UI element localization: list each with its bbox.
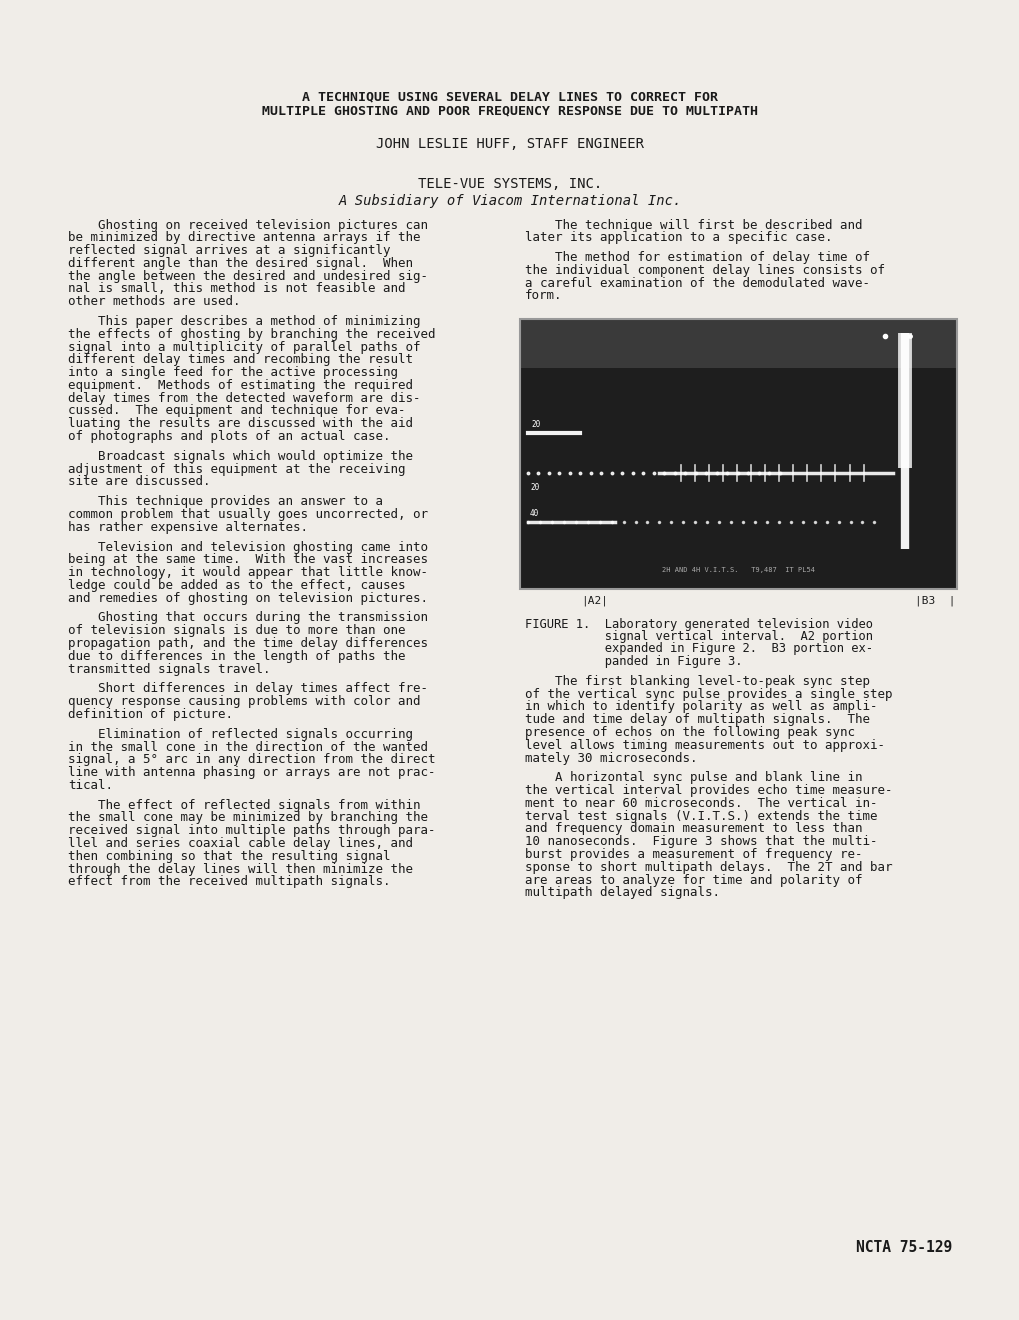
Text: different angle than the desired signal.  When: different angle than the desired signal.…: [68, 257, 413, 269]
Text: line with antenna phasing or arrays are not prac-: line with antenna phasing or arrays are …: [68, 766, 435, 779]
Text: delay times from the detected waveform are dis-: delay times from the detected waveform a…: [68, 392, 420, 405]
Text: ment to near 60 microseconds.  The vertical in-: ment to near 60 microseconds. The vertic…: [525, 797, 876, 810]
Text: 2H AND 4H V.I.T.S.   T9,487  IT PL54: 2H AND 4H V.I.T.S. T9,487 IT PL54: [661, 568, 814, 573]
Text: the angle between the desired and undesired sig-: the angle between the desired and undesi…: [68, 269, 428, 282]
Text: has rather expensive alternates.: has rather expensive alternates.: [68, 521, 308, 533]
Text: The first blanking level-to-peak sync step: The first blanking level-to-peak sync st…: [525, 675, 869, 688]
Text: the small cone may be minimized by branching the: the small cone may be minimized by branc…: [68, 812, 428, 825]
Text: A horizontal sync pulse and blank line in: A horizontal sync pulse and blank line i…: [525, 771, 862, 784]
Text: later its application to a specific case.: later its application to a specific case…: [525, 231, 832, 244]
Bar: [520, 319, 956, 590]
Text: terval test signals (V.I.T.S.) extends the time: terval test signals (V.I.T.S.) extends t…: [525, 809, 876, 822]
Text: of the vertical sync pulse provides a single step: of the vertical sync pulse provides a si…: [525, 688, 892, 701]
Text: 20: 20: [530, 483, 539, 492]
Bar: [520, 319, 956, 368]
Text: then combining so that the resulting signal: then combining so that the resulting sig…: [68, 850, 390, 863]
Text: of television signals is due to more than one: of television signals is due to more tha…: [68, 624, 406, 638]
Text: luating the results are discussed with the aid: luating the results are discussed with t…: [68, 417, 413, 430]
Text: in technology, it would appear that little know-: in technology, it would appear that litt…: [68, 566, 428, 579]
Text: sponse to short multipath delays.  The 2T and bar: sponse to short multipath delays. The 2T…: [525, 861, 892, 874]
Text: TELE-VUE SYSTEMS, INC.: TELE-VUE SYSTEMS, INC.: [418, 177, 601, 191]
Text: signal vertical interval.  A2 portion: signal vertical interval. A2 portion: [525, 630, 872, 643]
Text: mately 30 microseconds.: mately 30 microseconds.: [525, 751, 697, 764]
Text: Elimination of reflected signals occurring: Elimination of reflected signals occurri…: [68, 727, 413, 741]
Text: MULTIPLE GHOSTING AND POOR FREQUENCY RESPONSE DUE TO MULTIPATH: MULTIPLE GHOSTING AND POOR FREQUENCY RES…: [262, 104, 757, 117]
Text: expanded in Figure 2.  B3 portion ex-: expanded in Figure 2. B3 portion ex-: [525, 643, 872, 655]
Text: This paper describes a method of minimizing: This paper describes a method of minimiz…: [68, 315, 420, 327]
Text: signal, a 5° arc in any direction from the direct: signal, a 5° arc in any direction from t…: [68, 754, 435, 767]
Text: and remedies of ghosting on television pictures.: and remedies of ghosting on television p…: [68, 591, 428, 605]
Text: received signal into multiple paths through para-: received signal into multiple paths thro…: [68, 824, 435, 837]
Text: multipath delayed signals.: multipath delayed signals.: [525, 886, 719, 899]
Bar: [520, 319, 956, 590]
Text: due to differences in the length of paths the: due to differences in the length of path…: [68, 649, 406, 663]
Text: The method for estimation of delay time of: The method for estimation of delay time …: [525, 251, 869, 264]
Text: adjustment of this equipment at the receiving: adjustment of this equipment at the rece…: [68, 462, 406, 475]
Text: other methods are used.: other methods are used.: [68, 296, 240, 308]
Text: different delay times and recombing the result: different delay times and recombing the …: [68, 354, 413, 367]
Text: 10 nanoseconds.  Figure 3 shows that the multi-: 10 nanoseconds. Figure 3 shows that the …: [525, 836, 876, 849]
Text: cussed.  The equipment and technique for eva-: cussed. The equipment and technique for …: [68, 404, 406, 417]
Text: tude and time delay of multipath signals.  The: tude and time delay of multipath signals…: [525, 713, 869, 726]
Text: the effects of ghosting by branching the received: the effects of ghosting by branching the…: [68, 327, 435, 341]
Text: transmitted signals travel.: transmitted signals travel.: [68, 663, 270, 676]
Text: the vertical interval provides echo time measure-: the vertical interval provides echo time…: [525, 784, 892, 797]
Text: being at the same time.  With the vast increases: being at the same time. With the vast in…: [68, 553, 428, 566]
Text: A Subsidiary of Viacom International Inc.: A Subsidiary of Viacom International Inc…: [338, 194, 681, 207]
Text: into a single feed for the active processing: into a single feed for the active proces…: [68, 366, 397, 379]
Text: ledge could be added as to the effect, causes: ledge could be added as to the effect, c…: [68, 579, 406, 591]
Text: A TECHNIQUE USING SEVERAL DELAY LINES TO CORRECT FOR: A TECHNIQUE USING SEVERAL DELAY LINES TO…: [302, 90, 717, 103]
Text: The technique will first be described and: The technique will first be described an…: [525, 219, 862, 231]
Text: definition of picture.: definition of picture.: [68, 708, 232, 721]
Text: |B3  |: |B3 |: [914, 595, 955, 606]
Text: quency response causing problems with color and: quency response causing problems with co…: [68, 696, 420, 709]
Text: through the delay lines will then minimize the: through the delay lines will then minimi…: [68, 862, 413, 875]
Text: FIGURE 1.  Laboratory generated television video: FIGURE 1. Laboratory generated televisio…: [525, 618, 872, 631]
Text: of photographs and plots of an actual case.: of photographs and plots of an actual ca…: [68, 430, 390, 444]
Text: are areas to analyze for time and polarity of: are areas to analyze for time and polari…: [525, 874, 862, 887]
Text: JOHN LESLIE HUFF, STAFF ENGINEER: JOHN LESLIE HUFF, STAFF ENGINEER: [376, 137, 643, 152]
Text: 40: 40: [530, 510, 539, 517]
Text: Ghosting that occurs during the transmission: Ghosting that occurs during the transmis…: [68, 611, 428, 624]
Text: common problem that usually goes uncorrected, or: common problem that usually goes uncorre…: [68, 508, 428, 521]
Text: The effect of reflected signals from within: The effect of reflected signals from wit…: [68, 799, 420, 812]
Text: burst provides a measurement of frequency re-: burst provides a measurement of frequenc…: [525, 847, 862, 861]
Text: propagation path, and the time delay differences: propagation path, and the time delay dif…: [68, 638, 428, 649]
Text: in which to identify polarity as well as ampli-: in which to identify polarity as well as…: [525, 701, 876, 713]
Text: |A2|: |A2|: [580, 595, 607, 606]
Text: and frequency domain measurement to less than: and frequency domain measurement to less…: [525, 822, 862, 836]
Text: NCTA 75-129: NCTA 75-129: [855, 1239, 951, 1255]
Text: equipment.  Methods of estimating the required: equipment. Methods of estimating the req…: [68, 379, 413, 392]
Text: tical.: tical.: [68, 779, 113, 792]
Text: be minimized by directive antenna arrays if the: be minimized by directive antenna arrays…: [68, 231, 420, 244]
Text: This technique provides an answer to a: This technique provides an answer to a: [68, 495, 382, 508]
Text: Ghosting on received television pictures can: Ghosting on received television pictures…: [68, 219, 428, 231]
Text: signal into a multiplicity of parallel paths of: signal into a multiplicity of parallel p…: [68, 341, 420, 354]
Text: Short differences in delay times affect fre-: Short differences in delay times affect …: [68, 682, 428, 696]
Text: reflected signal arrives at a significantly: reflected signal arrives at a significan…: [68, 244, 390, 257]
Text: in the small cone in the direction of the wanted: in the small cone in the direction of th…: [68, 741, 428, 754]
Text: effect from the received multipath signals.: effect from the received multipath signa…: [68, 875, 390, 888]
Text: panded in Figure 3.: panded in Figure 3.: [525, 655, 742, 668]
Text: form.: form.: [525, 289, 561, 302]
Text: a careful examination of the demodulated wave-: a careful examination of the demodulated…: [525, 277, 869, 289]
Text: Broadcast signals which would optimize the: Broadcast signals which would optimize t…: [68, 450, 413, 463]
Text: presence of echos on the following peak sync: presence of echos on the following peak …: [525, 726, 854, 739]
Text: level allows timing measurements out to approxi-: level allows timing measurements out to …: [525, 739, 884, 751]
Text: site are discussed.: site are discussed.: [68, 475, 210, 488]
Text: llel and series coaxial cable delay lines, and: llel and series coaxial cable delay line…: [68, 837, 413, 850]
Text: 20: 20: [531, 420, 540, 429]
Text: nal is small, this method is not feasible and: nal is small, this method is not feasibl…: [68, 282, 406, 296]
Text: Television and television ghosting came into: Television and television ghosting came …: [68, 541, 428, 553]
Text: the individual component delay lines consists of: the individual component delay lines con…: [525, 264, 884, 277]
